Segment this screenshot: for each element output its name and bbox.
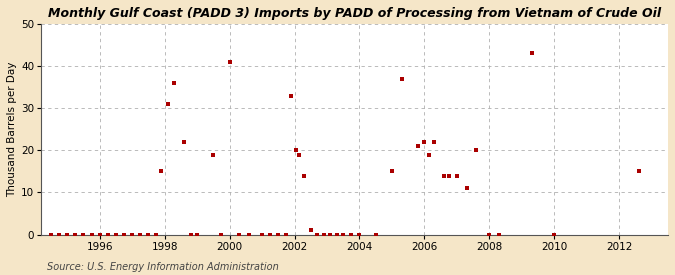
Point [331,232,342,237]
Point [354,232,365,237]
Point [371,232,381,237]
Point [461,186,472,191]
Point [111,232,122,237]
Y-axis label: Thousand Barrels per Day: Thousand Barrels per Day [7,62,17,197]
Point [291,148,302,153]
Point [208,152,219,157]
Point [526,51,537,56]
Point [119,232,130,237]
Point [294,152,305,157]
Point [156,169,167,174]
Point [493,232,504,237]
Point [45,232,56,237]
Point [338,232,349,237]
Point [633,169,644,174]
Point [312,232,323,237]
Point [86,232,97,237]
Point [256,232,267,237]
Point [70,232,81,237]
Point [443,174,454,178]
Point [103,232,113,237]
Point [299,174,310,178]
Point [549,232,560,237]
Point [484,232,495,237]
Point [325,232,335,237]
Point [143,232,154,237]
Point [169,81,180,85]
Point [286,93,297,98]
Point [305,228,316,233]
Point [419,140,430,144]
Point [216,232,227,237]
Title: Monthly Gulf Coast (PADD 3) Imports by PADD of Processing from Vietnam of Crude : Monthly Gulf Coast (PADD 3) Imports by P… [48,7,662,20]
Point [78,232,89,237]
Text: Source: U.S. Energy Information Administration: Source: U.S. Energy Information Administ… [47,262,279,272]
Point [387,169,398,174]
Point [319,232,329,237]
Point [192,232,202,237]
Point [151,232,162,237]
Point [185,232,196,237]
Point [127,232,138,237]
Point [424,152,435,157]
Point [471,148,482,153]
Point [234,232,245,237]
Point [281,232,292,237]
Point [429,140,439,144]
Point [452,174,462,178]
Point [273,232,284,237]
Point [396,76,407,81]
Point [95,232,105,237]
Point [244,232,254,237]
Point [265,232,275,237]
Point [163,102,173,106]
Point [439,174,450,178]
Point [224,60,235,64]
Point [135,232,146,237]
Point [179,140,190,144]
Point [62,232,73,237]
Point [53,232,64,237]
Point [346,232,357,237]
Point [412,144,423,148]
